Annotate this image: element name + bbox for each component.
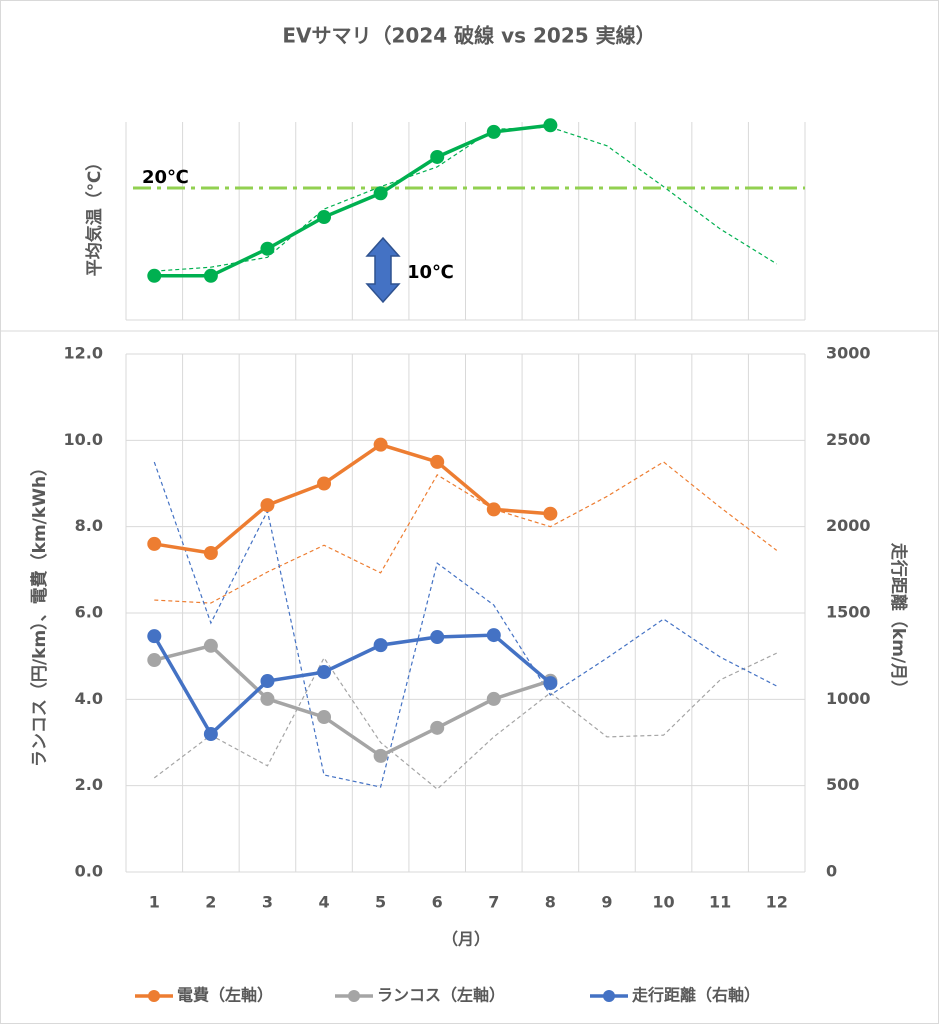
marker bbox=[203, 638, 218, 653]
y-tick-label: 8.0 bbox=[75, 516, 103, 535]
marker bbox=[486, 691, 501, 706]
line-2025 bbox=[153, 643, 551, 758]
marker bbox=[260, 674, 275, 689]
y-tick-label: 0.0 bbox=[75, 862, 103, 881]
marker bbox=[543, 676, 558, 691]
marker bbox=[486, 124, 501, 139]
x-tick-label: 6 bbox=[432, 893, 443, 912]
marker bbox=[147, 536, 162, 551]
marker bbox=[430, 720, 445, 735]
marker bbox=[430, 454, 445, 469]
x-tick-label: 12 bbox=[766, 893, 788, 912]
y2-tick-label: 500 bbox=[826, 775, 859, 794]
y-axis-label: ランコス（円/km）、電費（km/kWh） bbox=[29, 459, 50, 767]
x-tick-label: 4 bbox=[318, 893, 329, 912]
y2-axis-label: 走行距離（km/月） bbox=[888, 543, 909, 697]
marker bbox=[317, 665, 332, 680]
line-2025 bbox=[152, 633, 552, 737]
marker bbox=[203, 268, 218, 283]
marker bbox=[203, 545, 218, 560]
annotation: 10℃ bbox=[407, 262, 454, 283]
marker bbox=[317, 476, 332, 491]
y-tick-label: 4.0 bbox=[75, 689, 103, 708]
marker bbox=[486, 628, 501, 643]
marker bbox=[147, 268, 162, 283]
arrow bbox=[365, 236, 401, 304]
marker bbox=[147, 629, 162, 644]
marker bbox=[147, 653, 162, 668]
y2-tick-label: 1500 bbox=[826, 603, 871, 622]
line-2025 bbox=[154, 123, 551, 278]
line-2024 bbox=[154, 461, 778, 604]
line-2025 bbox=[154, 442, 551, 555]
x-tick-label: 3 bbox=[262, 893, 273, 912]
marker bbox=[317, 710, 332, 725]
marker bbox=[486, 502, 501, 517]
marker bbox=[203, 727, 218, 742]
x-tick-label: 8 bbox=[545, 893, 556, 912]
marker bbox=[317, 210, 332, 225]
marker bbox=[373, 437, 388, 452]
y-tick-label: 2.0 bbox=[75, 775, 103, 794]
marker bbox=[430, 149, 445, 164]
chart-title: EVサマリ（2024 破線 vs 2025 実線） bbox=[282, 24, 655, 48]
legend-marker bbox=[348, 990, 360, 1002]
legend-label: 走行距離（右軸） bbox=[631, 986, 760, 1005]
marker bbox=[430, 630, 445, 645]
marker bbox=[543, 506, 558, 521]
marker bbox=[260, 241, 275, 256]
marker bbox=[373, 748, 388, 763]
y-tick-label: 12.0 bbox=[64, 344, 103, 363]
line-2024 bbox=[153, 461, 777, 788]
x-tick-label: 7 bbox=[488, 893, 499, 912]
line-2024 bbox=[153, 652, 777, 790]
x-tick-label: 11 bbox=[709, 893, 731, 912]
marker bbox=[260, 691, 275, 706]
marker bbox=[543, 118, 558, 133]
reference-label: 20℃ bbox=[142, 167, 189, 188]
marker bbox=[260, 498, 275, 513]
legend-label: 電費（左軸） bbox=[177, 986, 273, 1005]
marker bbox=[373, 638, 388, 653]
y2-tick-label: 1000 bbox=[826, 689, 871, 708]
x-axis-label: （月） bbox=[442, 930, 490, 949]
x-tick-label: 1 bbox=[149, 893, 160, 912]
y2-tick-label: 2500 bbox=[826, 430, 871, 449]
x-tick-label: 2 bbox=[205, 893, 216, 912]
marker bbox=[373, 186, 388, 201]
line-2024 bbox=[154, 126, 778, 272]
x-tick-label: 10 bbox=[652, 893, 674, 912]
legend-marker bbox=[148, 990, 160, 1002]
x-tick-label: 9 bbox=[601, 893, 612, 912]
y-tick-label: 6.0 bbox=[75, 603, 103, 622]
x-tick-label: 5 bbox=[375, 893, 386, 912]
y2-tick-label: 2000 bbox=[826, 516, 871, 535]
legend-marker bbox=[603, 990, 615, 1002]
y-axis-label: 平均気温（℃） bbox=[84, 154, 105, 277]
legend-label: ランコス（左軸） bbox=[377, 986, 505, 1005]
y-tick-label: 10.0 bbox=[64, 430, 103, 449]
y2-tick-label: 0 bbox=[826, 862, 837, 881]
y2-tick-label: 3000 bbox=[826, 344, 871, 363]
